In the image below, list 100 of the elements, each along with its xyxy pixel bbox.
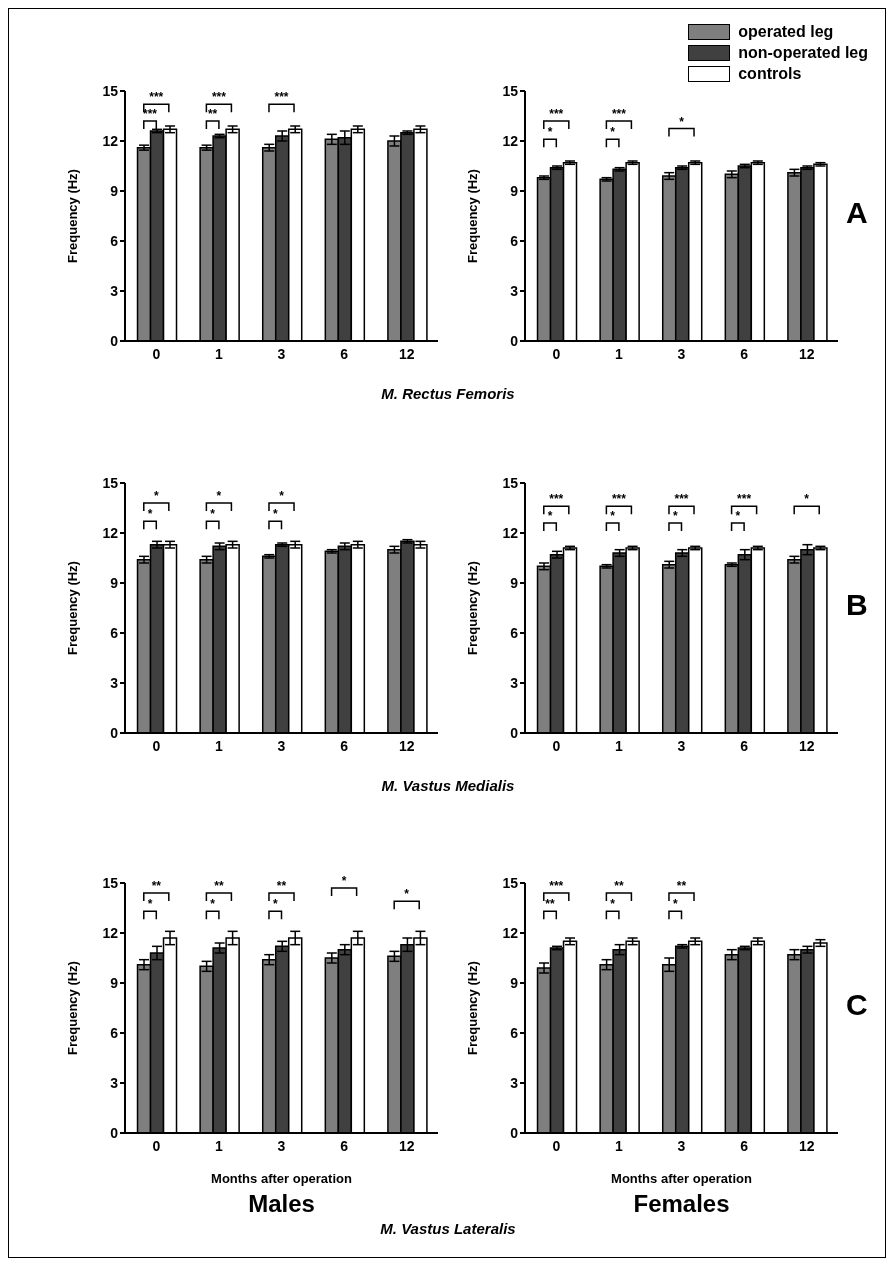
annotation: * bbox=[671, 897, 679, 912]
x-tick-label: 12 bbox=[798, 737, 815, 754]
annotation: * bbox=[671, 509, 679, 523]
annotation: * bbox=[215, 489, 223, 503]
y-tick-label: 6 bbox=[510, 624, 519, 641]
x-tick-label: 3 bbox=[277, 345, 286, 362]
y-axis-title: Frequency (Hz) bbox=[464, 169, 480, 263]
x-tick-label: 0 bbox=[152, 1137, 161, 1154]
x-axis-title: Months after operation bbox=[610, 1171, 753, 1186]
y-tick-label: 0 bbox=[510, 332, 519, 349]
y-tick-label: 12 bbox=[102, 924, 119, 941]
y-tick-label: 12 bbox=[502, 132, 519, 149]
y-tick-label: 0 bbox=[110, 332, 119, 349]
annotation: *** bbox=[548, 107, 565, 121]
annotation: * bbox=[209, 507, 216, 522]
y-tick-label: 3 bbox=[110, 1074, 119, 1091]
x-tick-label: 1 bbox=[215, 737, 223, 754]
x-tick-label: 0 bbox=[552, 737, 561, 754]
annotation: *** bbox=[148, 90, 165, 105]
y-tick-label: 3 bbox=[510, 674, 519, 691]
y-tick-label: 9 bbox=[110, 974, 119, 991]
text: M. Rectus Femoris bbox=[380, 385, 516, 402]
y-tick-label: 15 bbox=[502, 874, 519, 891]
x-tick-label: 1 bbox=[215, 1137, 223, 1154]
annotation: * bbox=[609, 125, 616, 140]
y-tick-label: 12 bbox=[102, 132, 119, 149]
y-axis-title: Frequency (Hz) bbox=[64, 561, 80, 655]
y-tick-label: 15 bbox=[502, 474, 519, 491]
y-tick-label: 9 bbox=[110, 182, 119, 199]
y-tick-label: 15 bbox=[102, 874, 119, 891]
legend-label: controls bbox=[738, 64, 802, 83]
y-tick-label: 3 bbox=[110, 674, 119, 691]
annotation: * bbox=[678, 114, 685, 129]
x-tick-label: 12 bbox=[798, 345, 815, 362]
x-tick-label: 0 bbox=[552, 345, 561, 362]
x-tick-label: 6 bbox=[740, 1137, 749, 1154]
annotation: *** bbox=[142, 107, 159, 121]
x-tick-label: 6 bbox=[340, 737, 349, 754]
annotation: * bbox=[734, 509, 742, 523]
y-tick-label: 3 bbox=[110, 282, 119, 299]
x-tick-label: 1 bbox=[615, 1137, 623, 1154]
x-tick-label: 3 bbox=[277, 737, 286, 754]
annotation: * bbox=[146, 897, 154, 912]
x-tick-label: 0 bbox=[152, 737, 161, 754]
y-tick-label: 0 bbox=[110, 724, 119, 741]
legend-label: operated leg bbox=[738, 22, 834, 41]
annotation: *** bbox=[273, 90, 290, 105]
annotation: ** bbox=[275, 879, 288, 893]
y-axis-title: Frequency (Hz) bbox=[464, 561, 480, 655]
x-tick-label: 6 bbox=[340, 1137, 349, 1154]
annotation: * bbox=[340, 874, 348, 888]
y-tick-label: 9 bbox=[510, 974, 519, 991]
x-tick-label: 6 bbox=[340, 345, 349, 362]
y-tick-label: 12 bbox=[502, 524, 519, 541]
annotation: * bbox=[146, 507, 154, 522]
annotation: * bbox=[209, 897, 216, 912]
y-tick-label: 6 bbox=[510, 1024, 519, 1041]
x-tick-label: 3 bbox=[677, 737, 686, 754]
x-tick-label: 0 bbox=[552, 1137, 561, 1154]
annotation: ** bbox=[213, 879, 225, 893]
y-tick-label: 15 bbox=[502, 82, 519, 99]
annotation: ** bbox=[544, 897, 556, 912]
x-tick-label: 12 bbox=[398, 1137, 415, 1154]
annotation: *** bbox=[548, 492, 565, 507]
annotation: ** bbox=[206, 107, 219, 121]
x-tick-label: 12 bbox=[798, 1137, 815, 1154]
y-axis-title: Frequency (Hz) bbox=[64, 961, 80, 1055]
annotation: * bbox=[546, 125, 554, 140]
x-tick-label: 0 bbox=[152, 345, 161, 362]
y-tick-label: 9 bbox=[510, 574, 519, 591]
annotation: *** bbox=[736, 492, 753, 507]
y-tick-label: 15 bbox=[102, 82, 119, 99]
annotation: * bbox=[271, 897, 279, 912]
y-tick-label: 6 bbox=[510, 232, 519, 249]
annotation: * bbox=[403, 887, 410, 902]
y-tick-label: 3 bbox=[510, 282, 519, 299]
y-tick-label: 9 bbox=[510, 182, 519, 199]
y-axis-title: Frequency (Hz) bbox=[464, 961, 480, 1055]
x-tick-label: 6 bbox=[740, 345, 749, 362]
y-tick-label: 6 bbox=[110, 232, 119, 249]
annotation: ** bbox=[613, 879, 625, 893]
y-tick-label: 9 bbox=[110, 574, 119, 591]
y-axis-title: Frequency (Hz) bbox=[64, 169, 80, 263]
x-tick-label: 12 bbox=[398, 737, 415, 754]
annotation: *** bbox=[610, 107, 627, 121]
y-tick-label: 15 bbox=[102, 474, 119, 491]
y-tick-label: 12 bbox=[502, 924, 519, 941]
annotation: * bbox=[278, 489, 285, 503]
x-tick-label: 1 bbox=[615, 737, 623, 754]
x-tick-label: 3 bbox=[277, 1137, 286, 1154]
annotation: ** bbox=[675, 879, 688, 893]
text: M. Vastus Lateralis bbox=[379, 1220, 517, 1237]
annotation: *** bbox=[548, 879, 565, 893]
annotation: * bbox=[609, 897, 616, 912]
y-tick-label: 0 bbox=[510, 724, 519, 741]
annotation: * bbox=[271, 507, 279, 522]
text: C bbox=[846, 988, 868, 1022]
text: Females bbox=[632, 1190, 731, 1218]
annotation: * bbox=[546, 509, 554, 523]
annotation: *** bbox=[210, 90, 227, 105]
